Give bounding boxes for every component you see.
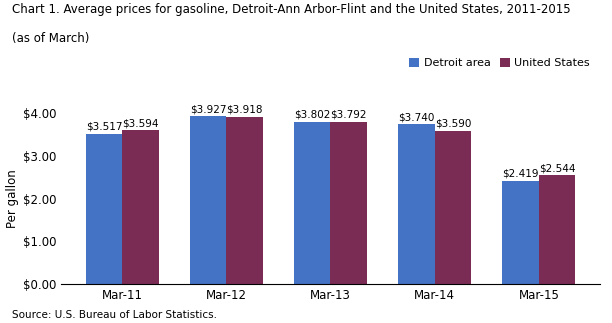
- Text: $3.517: $3.517: [86, 121, 122, 131]
- Bar: [330, 122, 367, 284]
- Bar: [502, 181, 539, 284]
- Text: $3.740: $3.740: [398, 112, 435, 122]
- Text: $3.927: $3.927: [190, 104, 226, 114]
- Text: $3.590: $3.590: [435, 119, 471, 129]
- Text: $3.594: $3.594: [122, 118, 159, 128]
- Bar: [122, 130, 159, 284]
- Bar: [398, 124, 435, 284]
- Text: $3.918: $3.918: [226, 104, 263, 114]
- Y-axis label: Per gallon: Per gallon: [6, 169, 19, 228]
- Text: $3.792: $3.792: [330, 110, 367, 120]
- Bar: [226, 117, 263, 284]
- Legend: Detroit area, United States: Detroit area, United States: [405, 54, 594, 73]
- Bar: [435, 130, 471, 284]
- Bar: [539, 175, 575, 284]
- Text: $3.802: $3.802: [294, 109, 330, 120]
- Text: Source: U.S. Bureau of Labor Statistics.: Source: U.S. Bureau of Labor Statistics.: [12, 310, 217, 320]
- Text: Chart 1. Average prices for gasoline, Detroit-Ann Arbor-Flint and the United Sta: Chart 1. Average prices for gasoline, De…: [12, 3, 571, 16]
- Text: (as of March): (as of March): [12, 32, 89, 45]
- Bar: [190, 116, 226, 284]
- Text: $2.419: $2.419: [502, 169, 539, 179]
- Bar: [86, 134, 122, 284]
- Bar: [294, 121, 330, 284]
- Text: $2.544: $2.544: [539, 163, 575, 173]
